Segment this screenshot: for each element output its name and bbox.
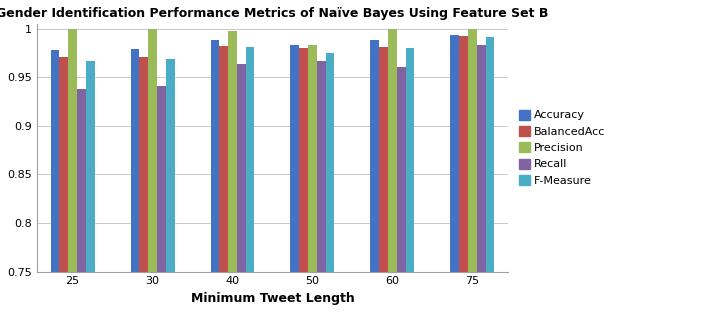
Bar [51, 50, 60, 312]
Bar [245, 47, 255, 312]
Bar [131, 49, 139, 312]
Bar [326, 53, 335, 312]
Bar [317, 61, 326, 312]
Bar [450, 35, 460, 312]
Bar [166, 59, 174, 312]
Bar [77, 89, 86, 312]
Bar [211, 41, 219, 312]
Bar [379, 47, 388, 312]
Bar [148, 29, 157, 312]
Legend: Accuracy, BalancedAcc, Precision, Recall, F-Measure: Accuracy, BalancedAcc, Precision, Recall… [518, 110, 605, 186]
Bar [397, 67, 406, 312]
Bar [299, 48, 308, 312]
Bar [406, 48, 415, 312]
Bar [86, 61, 94, 312]
Bar [237, 64, 245, 312]
Bar [68, 29, 77, 312]
Bar [219, 46, 228, 312]
Bar [290, 45, 299, 312]
X-axis label: Minimum Tweet Length: Minimum Tweet Length [191, 292, 354, 305]
Bar [468, 29, 477, 312]
Bar [370, 41, 379, 312]
Bar [460, 36, 468, 312]
Bar [157, 86, 166, 312]
Bar [60, 57, 68, 312]
Title: Gender Identification Performance Metrics of Naïve Bayes Using Feature Set B: Gender Identification Performance Metric… [0, 7, 549, 20]
Bar [477, 45, 486, 312]
Bar [139, 57, 148, 312]
Bar [308, 45, 317, 312]
Bar [388, 29, 397, 312]
Bar [228, 31, 237, 312]
Bar [486, 37, 494, 312]
